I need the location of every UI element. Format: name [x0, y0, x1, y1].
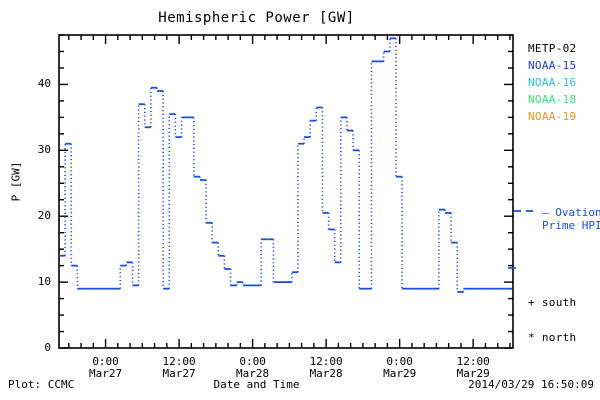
footer-plot-source: Plot: CCMC — [8, 378, 75, 391]
axis-ticks — [59, 34, 513, 349]
legend-item-noaa-19[interactable]: NOAA-19 — [528, 110, 577, 123]
x-tick-date: Mar27 — [162, 367, 196, 380]
legend-item-metp-02[interactable]: METP-02 — [528, 42, 577, 55]
x-tick-label: 0:00 Mar27 — [71, 356, 141, 380]
x-tick-time: 0:00 — [386, 355, 413, 368]
x-tick-time: 12:00 — [309, 355, 343, 368]
legend-line-sample — [508, 210, 537, 269]
y-tick-label: 10 — [37, 275, 51, 289]
data-trace-ovation — [59, 37, 513, 293]
x-tick-date: Mar27 — [89, 367, 123, 380]
y-tick-label: 40 — [37, 77, 51, 91]
x-axis-title: Date and Time — [213, 378, 300, 391]
y-axis-label: P [GW] — [9, 161, 23, 202]
x-tick-date: Mar29 — [383, 367, 417, 380]
x-tick-date: Mar28 — [236, 367, 270, 380]
x-tick-time: 0:00 — [92, 355, 119, 368]
footer-timestamp: 2014/03/29 16:50:09 — [468, 378, 594, 391]
legend-item-noaa-16[interactable]: NOAA-16 — [528, 76, 577, 89]
plot-frame — [58, 34, 514, 349]
legend-symbol-north: * north — [528, 331, 577, 344]
x-tick-date: Mar29 — [456, 367, 490, 380]
x-tick-time: 0:00 — [239, 355, 266, 368]
y-tick-label: 30 — [37, 143, 51, 157]
x-tick-label: 12:00 Mar27 — [144, 356, 214, 380]
y-tick-label: 20 — [37, 209, 51, 223]
x-tick-time: 12:00 — [456, 355, 490, 368]
legend-satellites: METP-02 NOAA-15 NOAA-16 NOAA-18 NOAA-19 — [528, 42, 576, 127]
legend-ovation-prime: — Ovation Prime HPI — [542, 206, 600, 232]
x-tick-label: 12:00 Mar29 — [438, 356, 508, 380]
x-tick-date: Mar28 — [309, 367, 343, 380]
page-title: Hemispheric Power [GW] — [158, 10, 355, 26]
legend-ovation-line1: — Ovation — [542, 206, 600, 219]
legend-ovation-line2: Prime HPI — [542, 219, 600, 232]
y-tick-label: 0 — [44, 341, 51, 354]
legend-item-noaa-18[interactable]: NOAA-18 — [528, 93, 577, 106]
x-tick-label: 0:00 Mar29 — [365, 356, 435, 380]
x-tick-label: 0:00 Mar28 — [218, 356, 288, 380]
legend-item-noaa-15[interactable]: NOAA-15 — [528, 59, 577, 72]
x-tick-label: 12:00 Mar28 — [291, 356, 361, 380]
legend-symbol-south: + south — [528, 296, 577, 309]
legend-symbols: + south * north — [528, 296, 576, 366]
x-tick-time: 12:00 — [162, 355, 196, 368]
